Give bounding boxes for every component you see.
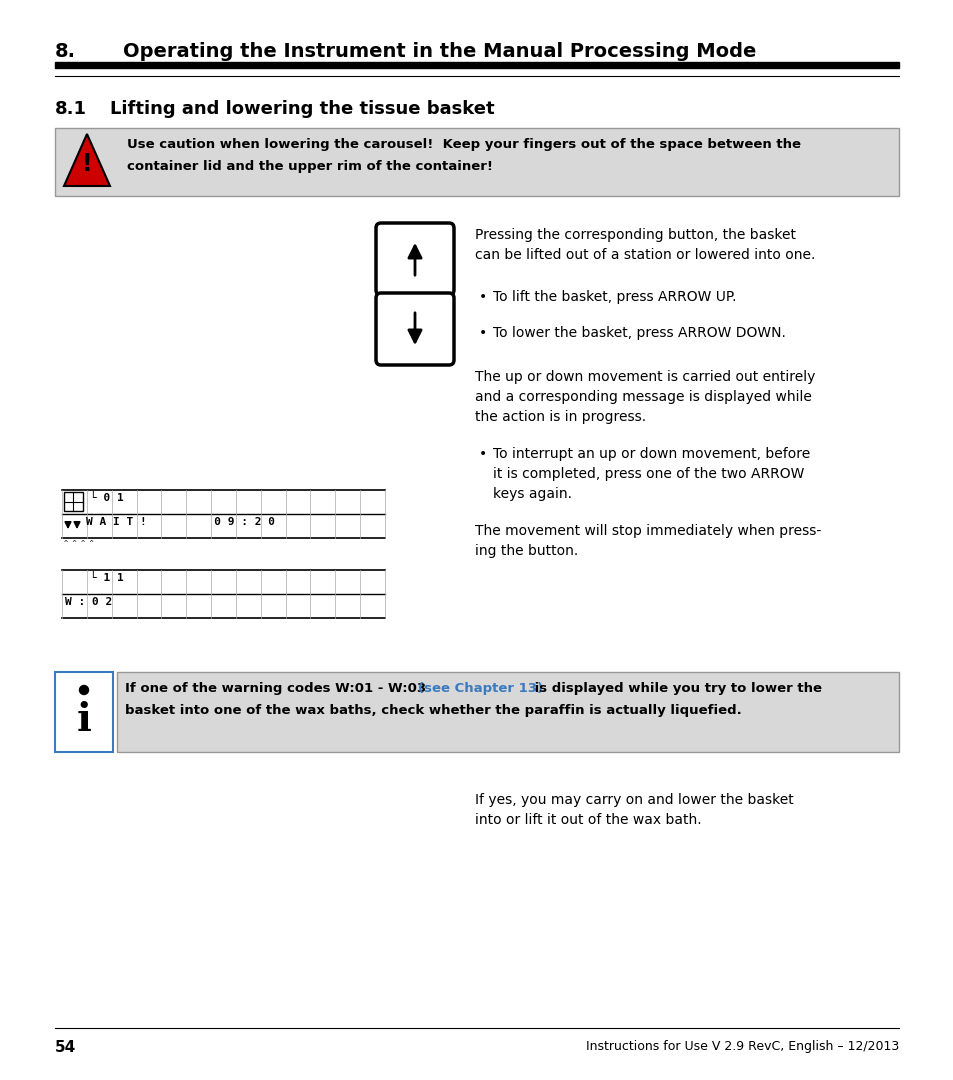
- Text: 8.1: 8.1: [55, 100, 87, 118]
- Text: Instructions for Use V 2.9 RevC, English – 12/2013: Instructions for Use V 2.9 RevC, English…: [585, 1040, 898, 1053]
- Bar: [64, 492, 83, 511]
- Text: 8.: 8.: [55, 42, 76, 60]
- Text: Lifting and lowering the tissue basket: Lifting and lowering the tissue basket: [110, 100, 494, 118]
- Circle shape: [79, 686, 89, 694]
- Text: Operating the Instrument in the Manual Processing Mode: Operating the Instrument in the Manual P…: [123, 42, 756, 60]
- Text: !: !: [82, 151, 92, 176]
- Text: W : 0 2: W : 0 2: [65, 597, 112, 607]
- Text: is displayed while you try to lower the: is displayed while you try to lower the: [530, 681, 821, 696]
- Text: basket into one of the wax baths, check whether the paraffin is actually liquefi: basket into one of the wax baths, check …: [125, 704, 741, 717]
- Text: The movement will stop immediately when press-
ing the button.: The movement will stop immediately when …: [475, 524, 821, 558]
- Text: Pressing the corresponding button, the basket
can be lifted out of a station or : Pressing the corresponding button, the b…: [475, 228, 815, 262]
- Text: └ 0 1: └ 0 1: [90, 492, 124, 503]
- Text: W A I T !          0 9 : 2 0: W A I T ! 0 9 : 2 0: [86, 517, 274, 527]
- Text: •: •: [478, 291, 487, 303]
- FancyBboxPatch shape: [375, 293, 454, 365]
- Bar: [55, 62, 898, 68]
- FancyBboxPatch shape: [375, 222, 454, 295]
- FancyBboxPatch shape: [117, 672, 898, 752]
- Text: To interrupt an up or down movement, before
it is completed, press one of the tw: To interrupt an up or down movement, bef…: [493, 447, 809, 501]
- FancyBboxPatch shape: [55, 129, 898, 195]
- Text: └ 1 1: └ 1 1: [90, 573, 124, 583]
- Text: If yes, you may carry on and lower the basket
into or lift it out of the wax bat: If yes, you may carry on and lower the b…: [475, 793, 793, 827]
- Text: Use caution when lowering the carousel!  Keep your fingers out of the space betw: Use caution when lowering the carousel! …: [127, 138, 801, 151]
- Text: •: •: [478, 326, 487, 340]
- Text: •: •: [478, 447, 487, 461]
- Text: To lower the basket, press ARROW DOWN.: To lower the basket, press ARROW DOWN.: [493, 326, 785, 340]
- Text: To lift the basket, press ARROW UP.: To lift the basket, press ARROW UP.: [493, 291, 736, 303]
- Text: 54: 54: [55, 1040, 76, 1055]
- Text: (see Chapter 13): (see Chapter 13): [417, 681, 542, 696]
- Text: The up or down movement is carried out entirely
and a corresponding message is d: The up or down movement is carried out e…: [475, 370, 815, 424]
- Polygon shape: [64, 134, 110, 186]
- Text: ^ ^ ^ ^: ^ ^ ^ ^: [64, 540, 93, 546]
- Text: container lid and the upper rim of the container!: container lid and the upper rim of the c…: [127, 160, 493, 173]
- FancyBboxPatch shape: [55, 672, 112, 752]
- Text: If one of the warning codes W:01 - W:03: If one of the warning codes W:01 - W:03: [125, 681, 431, 696]
- Text: i: i: [76, 701, 91, 739]
